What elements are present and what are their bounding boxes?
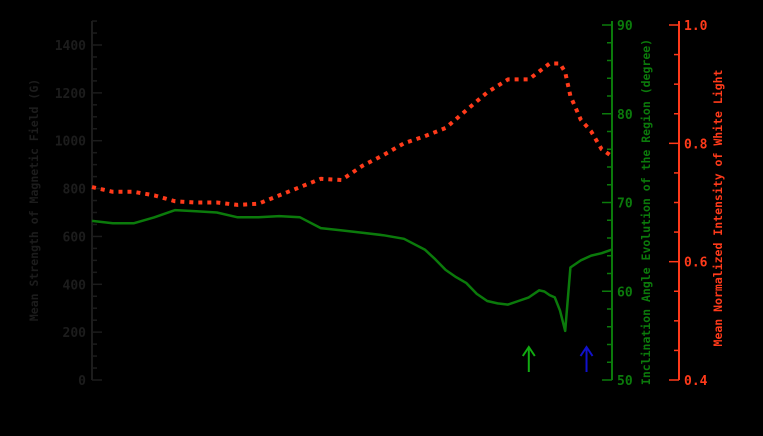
series-group	[91, 61, 614, 333]
intensity-axis: 0.4 0.6 0.8 1.0	[669, 19, 708, 389]
inclination-axis: 50 60 70 80 90	[602, 19, 633, 389]
left-tick-label: 600	[63, 230, 87, 245]
annotations-group	[521, 345, 594, 372]
intensity-axis-label: Mean Normalized Intensity of White Light	[711, 69, 725, 346]
left-tick-label: 200	[63, 326, 87, 341]
intensity-tick-label: 0.8	[684, 137, 708, 152]
inclination-tick-label: 50	[617, 374, 633, 389]
inclination-tick-label: 80	[617, 108, 633, 123]
intensity-tick-label: 0.6	[684, 256, 708, 271]
inclination-axis-label: Inclination Angle Evolution of the Regio…	[639, 39, 653, 385]
inclination-tick-label: 60	[617, 285, 633, 300]
magnetic-field-series	[91, 208, 613, 333]
blue-arrow-icon	[579, 345, 594, 372]
left-tick-label: 800	[63, 183, 87, 198]
green-arrow-icon	[521, 345, 536, 372]
intensity-tick-label: 1.0	[684, 19, 708, 34]
inclination-tick-label: 70	[617, 197, 633, 212]
intensity-tick-label: 0.4	[684, 374, 708, 389]
left-axis: 0 200 400 600 800 1000 1200 1400	[55, 20, 102, 389]
intensity-series	[91, 61, 614, 207]
left-tick-label: 1400	[55, 39, 86, 54]
left-tick-label: 400	[63, 278, 87, 293]
left-tick-label: 1200	[55, 87, 86, 102]
inclination-tick-label: 90	[617, 19, 633, 34]
left-tick-label: 1000	[55, 135, 86, 150]
left-axis-label: Mean Strength of Magnetic Field (G)	[27, 79, 41, 321]
left-tick-label: 0	[78, 374, 86, 389]
